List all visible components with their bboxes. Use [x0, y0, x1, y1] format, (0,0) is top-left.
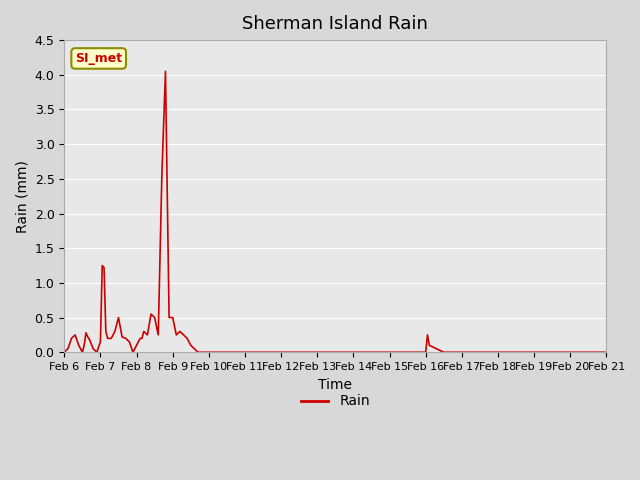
Rain	[122, 336, 129, 341]
Rain	[602, 349, 610, 355]
Rain	[60, 349, 68, 355]
Title: Sherman Island Rain: Sherman Island Rain	[243, 15, 428, 33]
X-axis label: Time: Time	[318, 377, 353, 392]
Rain	[86, 337, 93, 343]
Y-axis label: Rain (mm): Rain (mm)	[15, 160, 29, 233]
Legend: Rain: Rain	[295, 389, 376, 414]
Rain	[426, 342, 433, 348]
Rain	[440, 349, 447, 355]
Text: SI_met: SI_met	[75, 52, 122, 65]
Rain	[104, 336, 111, 341]
Line: Rain: Rain	[64, 72, 606, 352]
Rain	[183, 336, 191, 341]
Rain	[162, 69, 170, 74]
